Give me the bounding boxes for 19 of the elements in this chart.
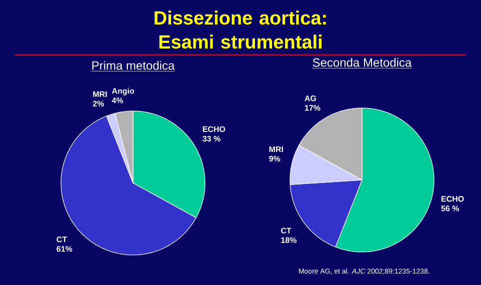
data-label: 18% bbox=[281, 237, 297, 243]
slice-label: CT bbox=[281, 228, 292, 234]
slice-label: ECHO bbox=[442, 196, 464, 202]
data-label: 2% bbox=[92, 100, 104, 106]
slice-label: Angio bbox=[112, 88, 134, 96]
data-label: 33 % bbox=[202, 136, 220, 142]
data-label: 17% bbox=[304, 105, 320, 111]
data-label: 4% bbox=[112, 98, 124, 104]
data-label: 9% bbox=[269, 156, 280, 162]
chart-title: Dissezione aortica: Esami strumentali bbox=[154, 10, 326, 49]
data-label: 56 % bbox=[441, 206, 460, 212]
chart-subtitle: Seconda Metodica bbox=[312, 58, 412, 67]
slice-label: MRI bbox=[269, 146, 283, 152]
slice-label: AG bbox=[304, 95, 316, 102]
slice-label: CT bbox=[56, 236, 67, 242]
data-label: 61% bbox=[56, 246, 72, 252]
slice-label: ECHO bbox=[202, 126, 226, 132]
slice-label: MRI bbox=[93, 91, 107, 97]
chart-subtitle: Prima metodica bbox=[92, 60, 175, 70]
